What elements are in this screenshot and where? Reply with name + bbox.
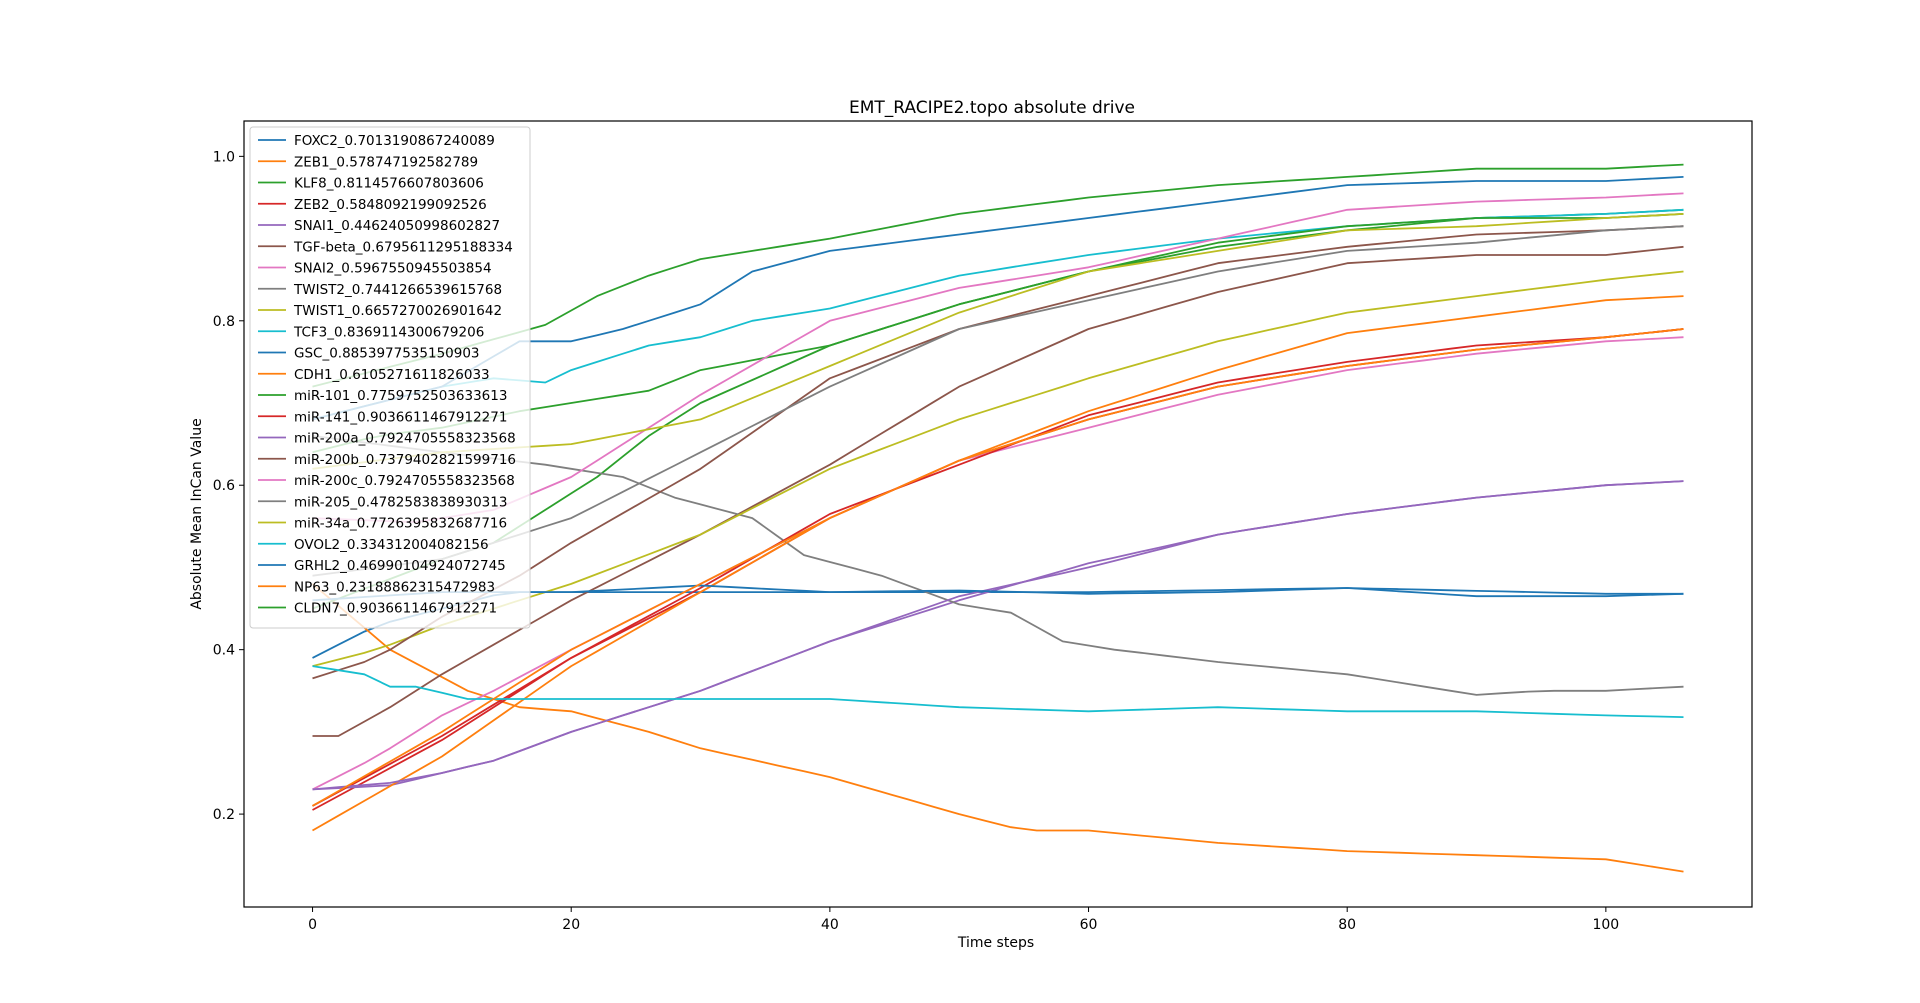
legend-label: SNAI2_0.5967550945503854 <box>294 261 492 277</box>
legend-label: OVOL2_0.334312004082156 <box>294 537 489 553</box>
legend-label: TCF3_0.8369114300679206 <box>293 324 484 340</box>
legend-label: TGF-beta_0.6795611295188334 <box>293 239 513 255</box>
legend-label: CDH1_0.6105271611826033 <box>294 367 490 383</box>
y-tick-label: 0.2 <box>213 807 235 823</box>
legend-label: ZEB1_0.578747192582789 <box>294 154 478 170</box>
legend-label: TWIST2_0.7441266539615768 <box>293 282 502 298</box>
series-line-20 <box>312 584 1684 602</box>
series-line-17 <box>312 225 1684 577</box>
legend-label: miR-200a_0.7924705558323568 <box>294 431 516 447</box>
legend-label: miR-200c_0.7924705558323568 <box>294 473 515 489</box>
legend-label: KLF8_0.8114576607803606 <box>294 176 484 192</box>
series-line-8 <box>312 270 1684 667</box>
series-line-14 <box>312 480 1684 791</box>
legend-label: SNAI1_0.44624050998602827 <box>294 218 500 234</box>
x-tick-label: 20 <box>562 917 580 933</box>
y-tick-label: 0.4 <box>213 643 235 659</box>
plot-lines <box>311 163 1684 873</box>
legend-label: miR-200b_0.7379402821599716 <box>294 452 516 468</box>
chart-title: EMT_RACIPE2.topo absolute drive <box>849 98 1135 118</box>
legend-items: FOXC2_0.7013190867240089 ZEB1_0.578747192… <box>258 133 516 617</box>
series-line-7 <box>312 435 1684 696</box>
x-tick-label: 0 <box>308 917 317 933</box>
y-axis-label: Absolute Mean InCan Value <box>189 418 205 609</box>
chart-legend: FOXC2_0.7013190867240089 ZEB1_0.578747192… <box>249 126 531 629</box>
legend-frame <box>249 126 531 629</box>
legend-label: NP63_0.23188862315472983 <box>294 579 495 595</box>
legend-label: ZEB2_0.5848092199092526 <box>294 197 487 213</box>
x-axis-ticks: 0 20 40 60 80 100 <box>308 907 1619 933</box>
legend-label: FOXC2_0.7013190867240089 <box>294 133 495 149</box>
y-axis-ticks: 0.2 0.4 0.6 0.8 1.0 <box>213 149 244 823</box>
plot-area-frame <box>243 120 1753 908</box>
series-line-16 <box>312 192 1684 524</box>
legend-label: TWIST1_0.6657270026901642 <box>293 303 502 319</box>
x-axis-label: Time steps <box>957 935 1034 951</box>
legend-label: CLDN7_0.9036611467912271 <box>294 601 497 617</box>
legend-label: miR-141_0.9036611467912271 <box>294 409 507 425</box>
x-tick-label: 80 <box>1338 917 1356 933</box>
series-line-5 <box>312 245 1684 737</box>
series-line-22 <box>312 163 1684 388</box>
legend-label: GRHL2_0.46990104924072745 <box>294 558 506 574</box>
series-line-10 <box>312 176 1684 421</box>
series-line-11 <box>312 295 1684 832</box>
y-tick-label: 0.6 <box>213 478 235 494</box>
x-tick-label: 60 <box>1080 917 1098 933</box>
legend-label: miR-205_0.4782583838930313 <box>294 494 507 510</box>
series-line-19 <box>312 665 1684 718</box>
series-line-18 <box>312 213 1684 470</box>
series-line-1 <box>311 583 1684 873</box>
y-tick-label: 1.0 <box>213 149 235 165</box>
y-tick-label: 0.8 <box>213 314 235 330</box>
legend-label: miR-101_0.7759752503633613 <box>294 388 507 404</box>
series-line-12 <box>312 213 1684 454</box>
series-line-13 <box>312 328 1684 807</box>
legend-label: miR-34a_0.7726395832687716 <box>294 516 507 532</box>
legend-label: GSC_0.8853977535150903 <box>294 346 480 362</box>
series-line-21 <box>312 328 1684 807</box>
series-line-15 <box>312 225 1684 680</box>
x-tick-label: 40 <box>821 917 839 933</box>
x-tick-label: 100 <box>1592 917 1619 933</box>
